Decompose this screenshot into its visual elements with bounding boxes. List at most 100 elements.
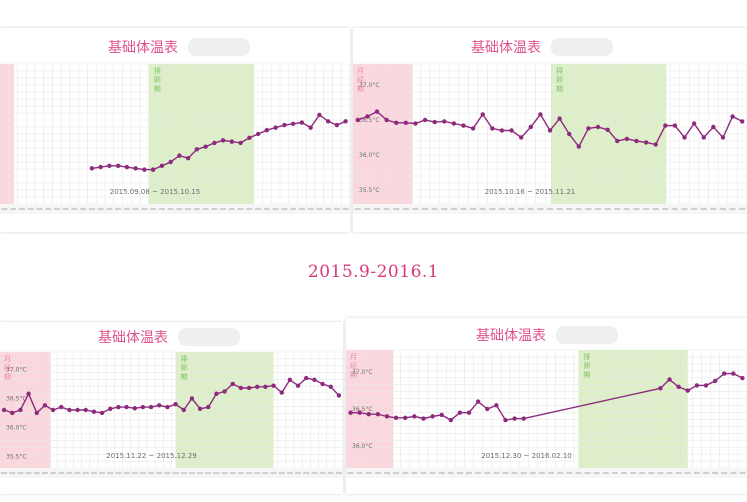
- x-tick: [281, 208, 288, 210]
- x-tick: [648, 472, 655, 474]
- temperature-point: [374, 109, 380, 114]
- x-tick: [272, 208, 279, 210]
- x-tick: [470, 208, 477, 210]
- x-tick: [316, 208, 323, 210]
- svg-text:期: 期: [181, 373, 188, 381]
- x-tick: [498, 208, 505, 210]
- temperature-point: [701, 135, 706, 140]
- x-tick: [643, 208, 650, 210]
- grid-lines: [0, 63, 350, 205]
- temperature-point: [576, 144, 582, 149]
- svg-text:月: 月: [350, 353, 357, 361]
- temperature-point: [214, 391, 219, 396]
- x-tick: [489, 208, 496, 210]
- x-tick: [411, 472, 418, 474]
- x-tick: [538, 472, 545, 474]
- y-tick-label: 37.0°C: [6, 366, 27, 373]
- x-tick: [270, 472, 277, 474]
- temperature-point: [115, 163, 121, 169]
- temperature-point: [10, 410, 15, 416]
- temperature-point: [430, 414, 435, 419]
- temperature-point: [282, 122, 287, 128]
- period-label: 月经期: [350, 353, 357, 379]
- temperature-point: [357, 410, 362, 415]
- x-tick: [729, 208, 736, 210]
- temperature-point: [255, 384, 260, 389]
- temperature-point: [538, 112, 543, 117]
- chart-title: 基础体温表: [108, 39, 178, 56]
- svg-text:卵: 卵: [556, 75, 563, 84]
- temperature-point: [220, 138, 226, 143]
- x-tick: [246, 472, 253, 474]
- x-tick: [193, 208, 200, 210]
- x-tick: [228, 208, 235, 210]
- temperature-point: [108, 406, 113, 412]
- y-tick-label: 36.0°C: [359, 152, 380, 159]
- temperature-point: [328, 384, 333, 389]
- temperature-point: [480, 112, 485, 117]
- temperature-point: [325, 119, 331, 124]
- x-tick: [652, 208, 659, 210]
- temperature-point: [189, 396, 195, 401]
- x-tick: [633, 208, 640, 210]
- temperature-point: [271, 383, 276, 388]
- temperature-point: [731, 371, 736, 376]
- svg-text:期: 期: [357, 85, 364, 93]
- svg-text:月: 月: [357, 67, 364, 75]
- x-tick: [185, 208, 192, 210]
- x-tick: [229, 472, 236, 474]
- x-tick: [148, 472, 155, 474]
- temperature-point: [91, 409, 97, 414]
- temperature-point: [394, 120, 399, 126]
- x-tick: [710, 208, 717, 210]
- temperature-point: [470, 126, 476, 131]
- x-tick: [132, 208, 139, 210]
- temperature-point: [279, 390, 284, 395]
- x-tick: [719, 208, 726, 210]
- temperature-point: [432, 119, 437, 125]
- x-tick: [50, 472, 57, 474]
- temperature-point: [107, 163, 112, 169]
- temperature-point: [230, 381, 235, 387]
- x-tick: [80, 208, 87, 210]
- x-tick: [141, 208, 148, 210]
- x-tick: [335, 472, 342, 474]
- temperature-point: [89, 166, 95, 171]
- x-tick: [211, 208, 218, 210]
- temperature-point: [124, 404, 129, 410]
- temperature-point: [165, 404, 170, 410]
- y-tick-label: 37.0°C: [359, 82, 380, 89]
- temperature-point: [42, 403, 48, 408]
- x-tick: [188, 472, 195, 474]
- x-tick: [25, 472, 32, 474]
- date-range-label: 2015.10.16 ~ 2015.11.21: [485, 188, 575, 196]
- temperature-point: [667, 377, 672, 382]
- temperature-point: [50, 407, 56, 413]
- date-range-label: 2015.12.30 ~ 2016.02.10: [481, 452, 571, 460]
- x-tick: [508, 208, 515, 210]
- x-tick: [584, 472, 591, 474]
- temperature-point: [384, 414, 390, 419]
- x-tick: [712, 472, 719, 474]
- temperature-point: [518, 135, 524, 140]
- temperature-point: [273, 125, 278, 130]
- x-tick: [17, 472, 24, 474]
- x-tick: [666, 472, 673, 474]
- svg-text:经: 经: [357, 75, 364, 84]
- temperature-point: [124, 164, 130, 170]
- temperature-point: [255, 131, 261, 137]
- svg-text:期: 期: [556, 85, 563, 93]
- y-tick-label: 36.0°C: [6, 424, 27, 431]
- x-tick: [511, 472, 518, 474]
- temperature-point: [229, 139, 235, 144]
- x-tick: [691, 208, 698, 210]
- temperature-point: [711, 124, 716, 130]
- x-tick: [213, 472, 220, 474]
- x-tick: [62, 208, 69, 210]
- x-tick: [441, 208, 448, 210]
- temperature-point: [355, 117, 361, 123]
- temperature-point: [142, 167, 147, 172]
- x-tick: [575, 208, 582, 210]
- redacted-name: [188, 38, 250, 56]
